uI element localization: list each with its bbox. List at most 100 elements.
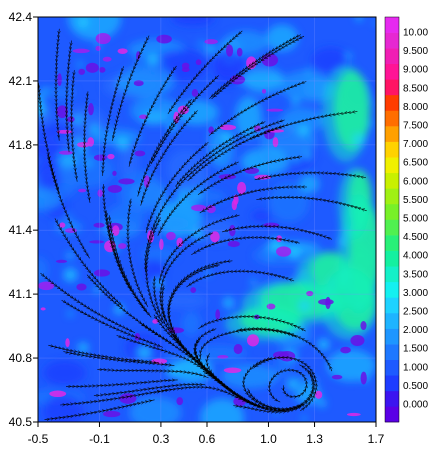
- field-patch: [373, 20, 376, 25]
- field-patch: [38, 138, 63, 158]
- field-patch: [59, 222, 66, 228]
- field-patch: [65, 338, 70, 348]
- field-patch: [88, 103, 94, 116]
- field-patch: [355, 17, 363, 22]
- streamline: [256, 197, 367, 211]
- field-patch: [107, 153, 115, 160]
- colorbar-label: 2.500: [403, 307, 428, 318]
- field-patch: [171, 17, 215, 27]
- field-patch: [118, 178, 135, 185]
- field-patch: [129, 397, 182, 422]
- field-patch: [43, 360, 86, 386]
- field-patch: [46, 85, 76, 99]
- field-patch: [360, 371, 367, 385]
- field-patch: [158, 293, 208, 309]
- y-tick-label: 41.4: [9, 223, 33, 237]
- streamline: [67, 40, 72, 153]
- colorbar-label: 5.500: [403, 195, 428, 206]
- field-patch: [78, 188, 87, 193]
- y-tick-label: 42.1: [9, 74, 33, 88]
- colorbar-label: 10.00: [403, 28, 428, 39]
- field-patch: [267, 255, 273, 261]
- colorbar-label: 8.000: [403, 102, 428, 113]
- field-patch: [345, 53, 352, 60]
- field-patch: [115, 136, 129, 150]
- field-patch: [40, 87, 48, 95]
- field-patch: [244, 167, 260, 174]
- field-patch: [58, 150, 73, 155]
- streamline: [103, 66, 124, 176]
- field-patch: [223, 297, 235, 309]
- field-patch: [40, 307, 46, 311]
- field-patch: [229, 224, 236, 237]
- field-patch: [204, 270, 211, 276]
- field-patch: [268, 129, 285, 133]
- colorbar-label: 3.500: [403, 269, 428, 280]
- x-tick-label: 0.6: [199, 432, 216, 446]
- colorbar-label: 7.000: [403, 139, 428, 150]
- field-patch: [73, 115, 83, 125]
- colorbar-swatch: [385, 63, 399, 80]
- field-patch: [107, 184, 122, 193]
- colorbar-label: 6.500: [403, 158, 428, 169]
- colorbar-label: 4.000: [403, 251, 428, 262]
- field-patch: [225, 44, 234, 57]
- field-patch: [158, 217, 190, 230]
- field-patch: [215, 309, 221, 320]
- colorbar-swatch: [385, 126, 399, 142]
- field-patch: [49, 390, 67, 398]
- colorbar-label: 0.500: [403, 381, 428, 392]
- x-tick-label: 1.3: [306, 432, 323, 446]
- field-patch: [66, 116, 75, 123]
- field-patch: [230, 74, 246, 85]
- field-patch: [218, 174, 237, 180]
- x-tick-label: 1.7: [368, 432, 385, 446]
- field-patch: [119, 393, 137, 404]
- colorbar-label: 9.500: [403, 46, 428, 57]
- field-patch: [208, 126, 214, 134]
- colorbar-label: 7.500: [403, 121, 428, 132]
- colorbar-swatch: [385, 219, 399, 236]
- field-patch: [315, 390, 323, 399]
- field-patch: [117, 48, 128, 54]
- field-patch: [266, 108, 284, 112]
- field-patch: [311, 47, 350, 74]
- field-patch: [56, 129, 73, 134]
- x-tick-label: 0.3: [153, 432, 170, 446]
- field-patch: [227, 240, 240, 248]
- field-patch: [67, 310, 74, 317]
- colorbar-swatch: [385, 406, 399, 423]
- y-tick-label: 41.8: [9, 138, 33, 152]
- colorbar: 0.000 0.500 1.000 1.500 2.000 2.500 3.000 3.500…: [384, 16, 428, 423]
- streamlines: [39, 28, 367, 420]
- field-patch: [338, 236, 348, 247]
- field-patch: [236, 47, 243, 57]
- colorbar-label: 5.000: [403, 214, 428, 225]
- streamline: [106, 211, 148, 314]
- field-patch: [246, 334, 259, 347]
- field-patch: [368, 121, 373, 127]
- field-patch: [291, 97, 299, 106]
- colorbar-swatch: [385, 297, 399, 314]
- field-patch: [265, 24, 299, 52]
- field-patch: [98, 66, 106, 73]
- field-patch: [57, 73, 62, 87]
- y-tick-label: 40.8: [9, 351, 33, 365]
- field-patch: [360, 320, 367, 331]
- field-patch: [112, 170, 117, 176]
- colorbar-label: 1.500: [403, 344, 428, 355]
- field-patch: [204, 39, 218, 45]
- streamline: [48, 154, 90, 259]
- field-patch: [38, 102, 46, 116]
- field-patch: [159, 238, 164, 251]
- field-patch: [223, 367, 242, 374]
- field-patch: [318, 298, 334, 305]
- field-patch: [181, 62, 190, 70]
- colorbar-swatch: [385, 79, 399, 96]
- y-tick-label: 41.1: [9, 287, 33, 301]
- field-patch: [176, 397, 184, 406]
- colorbar-swatch: [385, 344, 399, 360]
- colorbar-swatch: [385, 141, 399, 158]
- field-patch: [276, 246, 292, 257]
